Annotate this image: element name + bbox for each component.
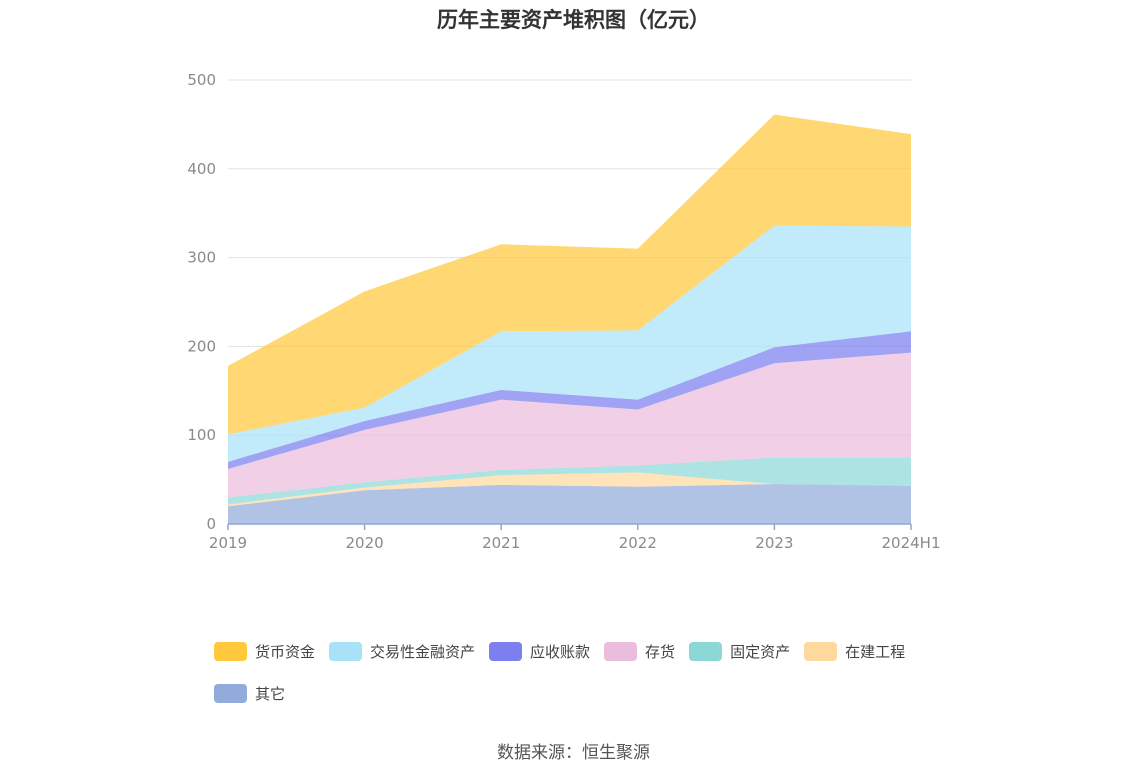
- area-series-5[interactable]: [228, 225, 911, 462]
- area-series-1[interactable]: [228, 472, 911, 507]
- y-tick-label: 400: [187, 160, 216, 178]
- chart-title: 历年主要资产堆积图（亿元）: [437, 8, 710, 32]
- y-tick-label: 0: [206, 515, 216, 533]
- area-series-3[interactable]: [228, 352, 911, 498]
- x-tick-label: 2023: [755, 534, 793, 552]
- y-tick-label: 300: [187, 249, 216, 267]
- legend-swatch: [489, 641, 523, 661]
- legend-label: 固定资产: [730, 642, 791, 661]
- legend-label: 其它: [255, 684, 286, 703]
- x-tick-label: 2021: [482, 534, 520, 552]
- x-tick-label: 2024H1: [882, 534, 941, 552]
- legend-label: 交易性金融资产: [370, 642, 476, 661]
- legend-label: 在建工程: [845, 642, 906, 661]
- legend-item[interactable]: 存货: [604, 640, 675, 662]
- x-tick-label: 2022: [619, 534, 657, 552]
- y-tick-label: 500: [187, 71, 216, 89]
- legend-label: 应收账款: [530, 642, 591, 661]
- area-series-2[interactable]: [228, 457, 911, 505]
- legend-item[interactable]: 应收账款: [489, 640, 590, 662]
- area-series-6[interactable]: [228, 114, 911, 435]
- legend-swatch: [214, 641, 247, 661]
- y-tick-label: 200: [187, 337, 216, 355]
- area-series: [228, 114, 911, 524]
- legend-item[interactable]: 固定资产: [689, 640, 790, 662]
- legend-item[interactable]: 在建工程: [804, 640, 905, 662]
- legend-swatch: [604, 641, 638, 661]
- legend: 货币资金 交易性金融资产 应收账款 存货 固定资产 在建工程其它: [214, 640, 974, 704]
- y-tick-label: 100: [187, 426, 216, 444]
- x-tick-label: 2020: [346, 534, 384, 552]
- legend-swatch: [214, 683, 247, 703]
- legend-label: 存货: [645, 642, 676, 661]
- legend-item[interactable]: 其它: [214, 682, 285, 704]
- area-series-0[interactable]: [228, 484, 911, 524]
- legend-swatch: [329, 641, 363, 661]
- legend-swatch: [804, 641, 838, 661]
- legend-item[interactable]: 交易性金融资产: [329, 640, 475, 662]
- legend-item[interactable]: 货币资金: [214, 640, 315, 662]
- data-source: 数据来源：恒生聚源: [497, 743, 650, 763]
- stacked-area-chart: 0 100 200 300 400 500 2019 2020 2021 2022 2023 2024…: [187, 71, 940, 552]
- x-tick-label: 2019: [209, 534, 247, 552]
- legend-label: 货币资金: [255, 642, 316, 661]
- legend-swatch: [689, 641, 723, 661]
- area-series-4[interactable]: [228, 331, 911, 469]
- axes: 0 100 200 300 400 500 2019 2020 2021 2022 2023 2024…: [187, 71, 940, 552]
